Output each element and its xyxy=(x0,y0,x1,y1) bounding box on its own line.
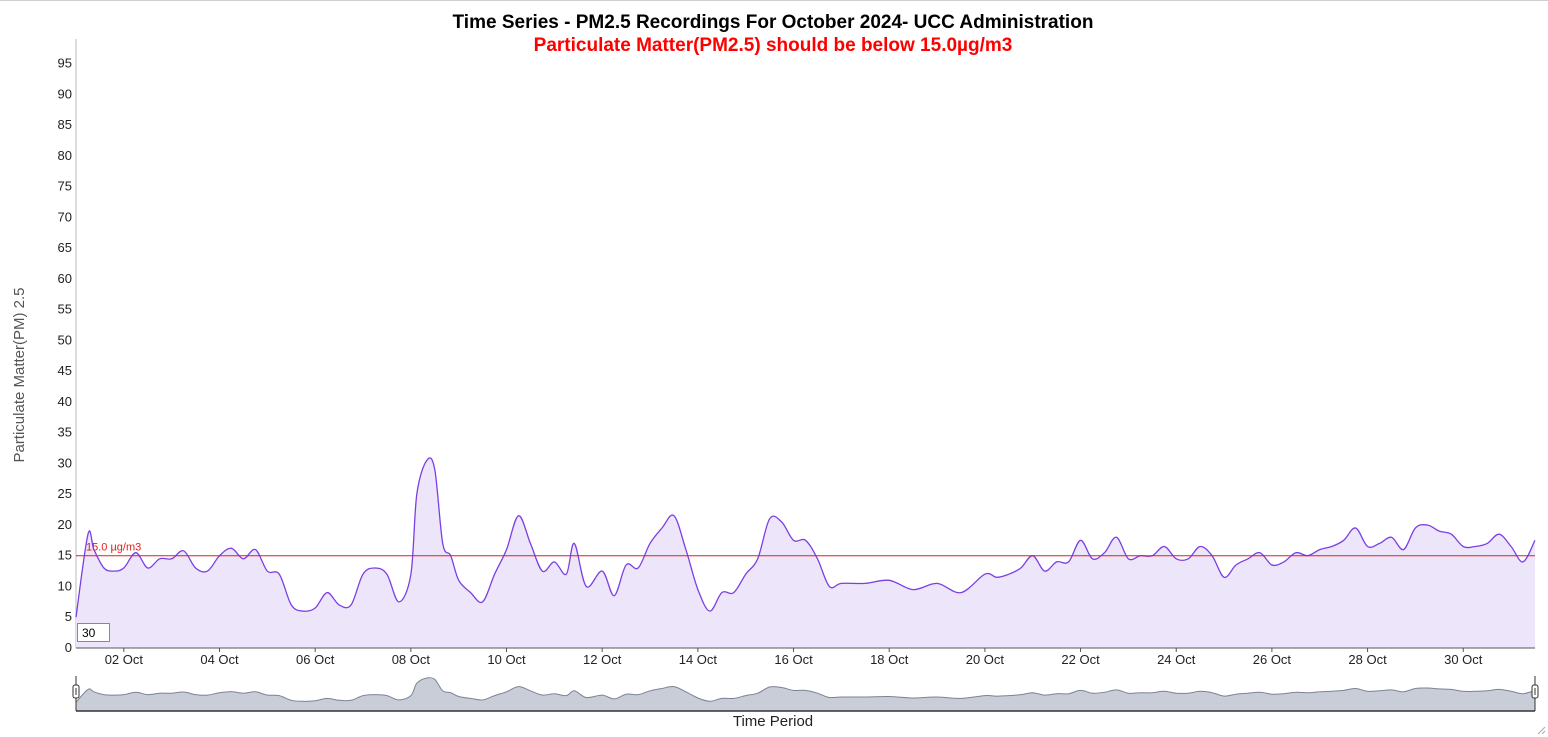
x-tick-label: 12 Oct xyxy=(583,652,622,667)
chart-subtitle: Particulate Matter(PM2.5) should be belo… xyxy=(534,35,1013,56)
series-line xyxy=(75,457,1536,618)
y-tick-label: 90 xyxy=(58,86,72,101)
x-axis-title: Time Period xyxy=(733,713,813,730)
navigator-handle-right[interactable] xyxy=(1531,676,1539,711)
x-tick-label: 22 Oct xyxy=(1061,652,1100,667)
y-tick-label: 60 xyxy=(58,271,72,286)
x-tick-label: 18 Oct xyxy=(870,652,909,667)
series-area xyxy=(76,457,1535,648)
x-tick-label: 26 Oct xyxy=(1253,652,1292,667)
y-tick-label: 80 xyxy=(58,148,72,163)
navigator-area xyxy=(76,677,1535,711)
y-tick-label: 50 xyxy=(58,332,72,347)
x-tick-label: 08 Oct xyxy=(392,652,431,667)
x-tick-label: 02 Oct xyxy=(105,652,144,667)
y-tick-label: 10 xyxy=(58,578,72,593)
y-tick-label: 20 xyxy=(58,517,72,532)
y-tick-label: 25 xyxy=(58,486,72,501)
y-tick-label: 35 xyxy=(58,425,72,440)
x-tick-label: 14 Oct xyxy=(679,652,718,667)
top-border xyxy=(0,0,1548,1)
x-tick-label: 06 Oct xyxy=(296,652,335,667)
x-tick-label: 16 Oct xyxy=(774,652,813,667)
x-axis-ticks: 02 Oct 04 Oct 06 Oct 08 Oct 10 Oct 12 Oct 14 O… xyxy=(105,648,1483,667)
y-axis-title: Particulate Matter(PM) 2.5 xyxy=(11,287,28,462)
threshold-label: 15.0 µg/m3 xyxy=(86,542,141,554)
y-tick-label: 30 xyxy=(58,455,72,470)
chart-title: Time Series - PM2.5 Recordings For Octob… xyxy=(453,12,1094,33)
y-tick-label: 75 xyxy=(58,179,72,194)
y-tick-label: 15 xyxy=(58,548,72,563)
resize-grip-icon[interactable] xyxy=(1536,725,1546,735)
x-tick-label: 30 Oct xyxy=(1444,652,1483,667)
navigator-line xyxy=(75,677,1536,703)
y-tick-label: 5 xyxy=(65,609,72,624)
navigator-handle-left[interactable] xyxy=(72,676,80,711)
y-tick-label: 70 xyxy=(58,209,72,224)
y-tick-label: 45 xyxy=(58,363,72,378)
rolling-period-input[interactable] xyxy=(77,623,110,642)
range-navigator[interactable] xyxy=(72,676,1539,712)
x-tick-label: 28 Oct xyxy=(1348,652,1387,667)
y-tick-label: 40 xyxy=(58,394,72,409)
x-tick-label: 10 Oct xyxy=(487,652,526,667)
y-tick-label: 55 xyxy=(58,302,72,317)
y-axis-ticks: 0 5 10 15 20 25 30 35 40 45 50 55 60 65 70 75 80 85 90 95 xyxy=(58,56,72,655)
x-tick-label: 04 Oct xyxy=(200,652,239,667)
plot-area[interactable]: 15.0 µg/m3 xyxy=(75,457,1536,648)
y-tick-label: 85 xyxy=(58,117,72,132)
x-tick-label: 24 Oct xyxy=(1157,652,1196,667)
y-tick-label: 95 xyxy=(58,56,72,71)
x-tick-label: 20 Oct xyxy=(966,652,1005,667)
y-tick-label: 0 xyxy=(65,640,72,655)
y-tick-label: 65 xyxy=(58,240,72,255)
